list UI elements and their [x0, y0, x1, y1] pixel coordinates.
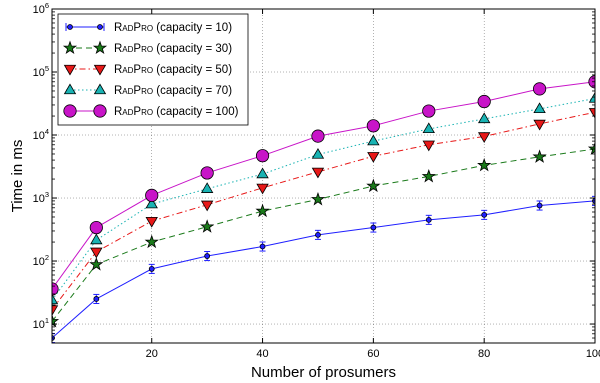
data-point — [477, 132, 491, 143]
data-point — [200, 166, 214, 180]
data-point — [481, 211, 488, 218]
legend-label: RadPro (capacity = 50) — [114, 64, 232, 76]
legend-item: RadPro (capacity = 70) — [63, 83, 232, 97]
data-point — [536, 202, 543, 209]
legend: RadPro (capacity = 10) RadPro (capacity =… — [57, 13, 249, 126]
data-point — [63, 83, 77, 95]
data-point — [97, 24, 103, 30]
data-point — [148, 265, 155, 272]
data-point — [90, 233, 103, 245]
data-point — [315, 231, 321, 238]
y-tick-label: 106 — [33, 1, 49, 16]
data-point — [532, 82, 547, 96]
y-tick-label: 103 — [33, 190, 49, 205]
data-point — [311, 167, 325, 179]
x-tick-label: 60 — [367, 348, 379, 360]
y-tick-label: 104 — [33, 127, 49, 142]
data-point — [422, 104, 436, 118]
series-line — [52, 97, 595, 301]
series-line — [52, 200, 595, 339]
data-point — [477, 94, 491, 109]
series-layer — [52, 75, 595, 343]
data-point — [311, 129, 325, 143]
data-point — [477, 157, 492, 172]
data-point — [255, 203, 270, 218]
legend-item: RadPro (capacity = 30) — [62, 40, 232, 55]
y-tick-label: 101 — [33, 316, 49, 331]
data-point — [93, 296, 100, 302]
data-point — [200, 182, 214, 193]
data-point — [256, 183, 269, 195]
data-point — [204, 253, 211, 259]
series-line — [52, 148, 595, 322]
data-point — [93, 104, 107, 118]
data-point — [256, 167, 269, 179]
data-point — [200, 219, 215, 233]
data-point — [367, 152, 380, 163]
legend-label: RadPro (capacity = 70) — [114, 85, 232, 97]
data-point — [145, 188, 159, 203]
axis-ticks: 20 40 60 80 100 101 102 103 104 105 106 — [33, 1, 600, 360]
data-point — [311, 147, 325, 159]
series-5 — [52, 75, 595, 296]
data-point — [92, 40, 108, 55]
data-point — [310, 191, 326, 206]
data-point — [63, 104, 77, 118]
series-4 — [52, 91, 595, 305]
data-point — [421, 168, 436, 183]
data-point — [52, 293, 59, 305]
series-1 — [52, 195, 595, 343]
data-point — [533, 102, 546, 114]
data-point — [62, 40, 78, 55]
data-point — [588, 108, 595, 119]
data-point — [370, 224, 377, 231]
data-point — [89, 220, 103, 235]
data-point — [52, 305, 59, 317]
data-point — [89, 257, 104, 271]
data-point — [144, 234, 159, 249]
data-point — [67, 24, 73, 30]
data-point — [259, 243, 266, 250]
legend-label: RadPro (capacity = 10) — [114, 22, 232, 34]
data-point — [90, 247, 103, 259]
data-point — [367, 134, 380, 146]
data-point — [588, 91, 595, 103]
series-2 — [52, 141, 595, 328]
plot-frame — [51, 8, 596, 344]
x-axis-title: Number of prosumers — [251, 364, 396, 381]
data-point — [587, 141, 595, 156]
data-point — [93, 64, 107, 76]
data-point — [366, 119, 380, 133]
data-point — [422, 122, 435, 134]
data-point — [255, 149, 270, 163]
x-tick-label: 100 — [586, 348, 600, 360]
legend-item: RadPro (capacity = 10) — [65, 22, 232, 34]
series-line — [52, 111, 595, 310]
data-point — [93, 83, 107, 95]
legend-label: RadPro (capacity = 30) — [114, 43, 232, 55]
data-point — [422, 140, 435, 152]
legend-item: RadPro (capacity = 100) — [63, 104, 239, 118]
data-point — [366, 178, 381, 193]
data-point — [145, 216, 158, 228]
x-tick-label: 80 — [478, 348, 490, 360]
data-point — [425, 216, 432, 223]
data-point — [63, 64, 77, 76]
y-tick-label: 102 — [33, 253, 49, 268]
data-point — [532, 149, 547, 163]
series-3 — [52, 108, 595, 317]
x-tick-label: 20 — [146, 348, 158, 360]
data-point — [145, 197, 158, 209]
data-point — [200, 200, 214, 212]
x-tick-label: 40 — [256, 348, 268, 360]
y-tick-label: 105 — [33, 64, 49, 79]
legend-label: RadPro (capacity = 100) — [114, 106, 239, 118]
legend-item: RadPro (capacity = 50) — [63, 64, 232, 76]
data-point — [533, 119, 546, 131]
y-axis-title: Time in ms — [9, 140, 26, 213]
data-point — [477, 112, 491, 124]
